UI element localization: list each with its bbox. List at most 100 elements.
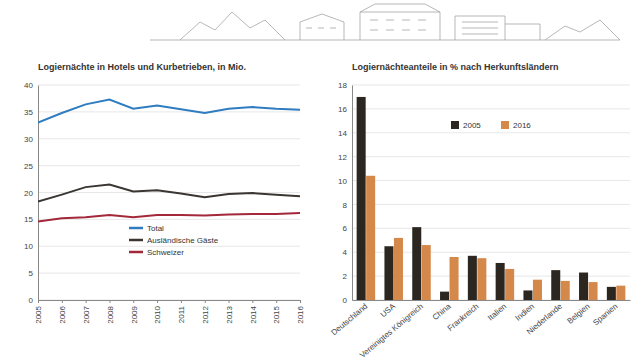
y-tick: 10 (338, 177, 352, 186)
grid-line (352, 108, 630, 109)
y-tick-label: 16 (338, 105, 347, 114)
bar-series (366, 176, 625, 300)
bar (440, 292, 449, 300)
legend-swatch (129, 227, 143, 230)
legend-label: Ausländische Gäste (147, 236, 219, 245)
y-tick: 15 (24, 215, 38, 224)
y-tick: 35 (24, 108, 38, 117)
plot-area (38, 100, 300, 222)
x-tick-label: 2015 (272, 305, 281, 323)
plot-area (357, 97, 626, 300)
x-tick-label: 2012 (201, 305, 210, 323)
header-building (455, 16, 540, 40)
legend: Total Ausländische Gäste Schweizer (129, 224, 219, 257)
x-tick: Frankreich (446, 300, 481, 333)
grid-line (38, 85, 300, 86)
legend-swatch (129, 251, 143, 254)
y-tick-label: 40 (24, 81, 33, 90)
x-tick: China (431, 300, 453, 322)
x-tick-label: Frankreich (446, 302, 481, 333)
x-tick: 2005 (34, 300, 43, 324)
x-tick-label: USA (379, 301, 398, 319)
x-tick: Deutschland (329, 300, 369, 337)
x-tick-label: 2009 (130, 305, 139, 323)
x-axis-line (39, 301, 301, 304)
x-tick-mark (157, 300, 158, 303)
grid-line (352, 228, 630, 229)
legend: 20052016 (451, 121, 531, 130)
grid-line (38, 273, 300, 274)
y-tick: 18 (338, 81, 352, 90)
grid (352, 85, 630, 300)
x-tick-label: Italien (486, 302, 508, 323)
y-tick-label: 25 (24, 162, 33, 171)
header-hills (180, 12, 285, 40)
bar (357, 97, 366, 300)
y-tick-label: 5 (29, 269, 34, 278)
bar (616, 286, 625, 300)
x-tick-mark (133, 300, 134, 303)
x-tick: 2012 (201, 300, 210, 324)
x-tick-label: Deutschland (329, 302, 369, 337)
x-tick: 2010 (153, 300, 162, 324)
y-tick-label: 10 (24, 242, 33, 251)
header-building (300, 14, 344, 40)
x-tick-label: Vereinigtes Königreich (358, 302, 425, 360)
grid-line (352, 276, 630, 277)
y-tick-label: 15 (24, 215, 33, 224)
y-axis: 0510152025303540 (24, 81, 38, 305)
x-tick-label: 2010 (153, 305, 162, 323)
bar (579, 273, 588, 300)
y-tick-label: 18 (338, 81, 347, 90)
y-tick: 6 (343, 224, 352, 233)
x-tick-label: Belgien (565, 302, 591, 326)
x-tick-mark (276, 300, 277, 303)
y-tick-label: 6 (343, 224, 348, 233)
grid-line (38, 165, 300, 166)
y-tick: 2 (343, 272, 352, 281)
y-axis-line (38, 86, 39, 301)
series-line (38, 184, 300, 201)
grid-line (352, 132, 630, 133)
x-tick: 2011 (177, 300, 186, 323)
x-tick-mark (229, 300, 230, 303)
grid-line (352, 300, 630, 301)
x-tick-mark (38, 300, 39, 303)
x-tick: Spanien (591, 300, 619, 328)
x-tick-mark (86, 300, 87, 303)
x-tick-mark (300, 300, 301, 303)
x-tick: 2014 (249, 300, 258, 324)
x-tick: Belgien (565, 300, 591, 326)
chart: Logiernächte in Hotels und Kurbetrieben,… (24, 62, 305, 324)
y-tick: 10 (24, 242, 38, 251)
y-tick-label: 8 (343, 201, 348, 210)
bar (422, 245, 431, 300)
header-line (150, 40, 620, 41)
bar (394, 238, 403, 300)
x-tick: Niederlande (525, 300, 564, 336)
x-tick-label: 2007 (82, 305, 91, 323)
x-tick: Italien (486, 300, 508, 322)
legend-swatch (451, 121, 459, 129)
legend-label: Total (147, 224, 164, 233)
y-tick: 40 (24, 81, 38, 90)
x-tick: 2015 (272, 300, 281, 324)
x-tick-label: 2005 (34, 305, 43, 323)
x-tick-label: 2013 (225, 305, 234, 323)
grid-line (38, 138, 300, 139)
x-tick: 2008 (106, 300, 115, 324)
grid-line (352, 252, 630, 253)
chart-title: Logiernächteanteile in % nach Herkunftsl… (352, 62, 559, 72)
grid-line (352, 180, 630, 181)
y-tick-label: 0 (29, 296, 34, 305)
bar (523, 290, 532, 300)
bar (477, 258, 486, 300)
legend-label: Schweizer (147, 248, 184, 257)
bar (561, 281, 570, 300)
bar (505, 269, 514, 300)
x-tick: 2007 (82, 300, 91, 324)
bar (496, 263, 505, 300)
grid (38, 85, 300, 300)
x-tick-label: 2014 (249, 305, 258, 323)
y-tick-label: 4 (343, 248, 348, 257)
